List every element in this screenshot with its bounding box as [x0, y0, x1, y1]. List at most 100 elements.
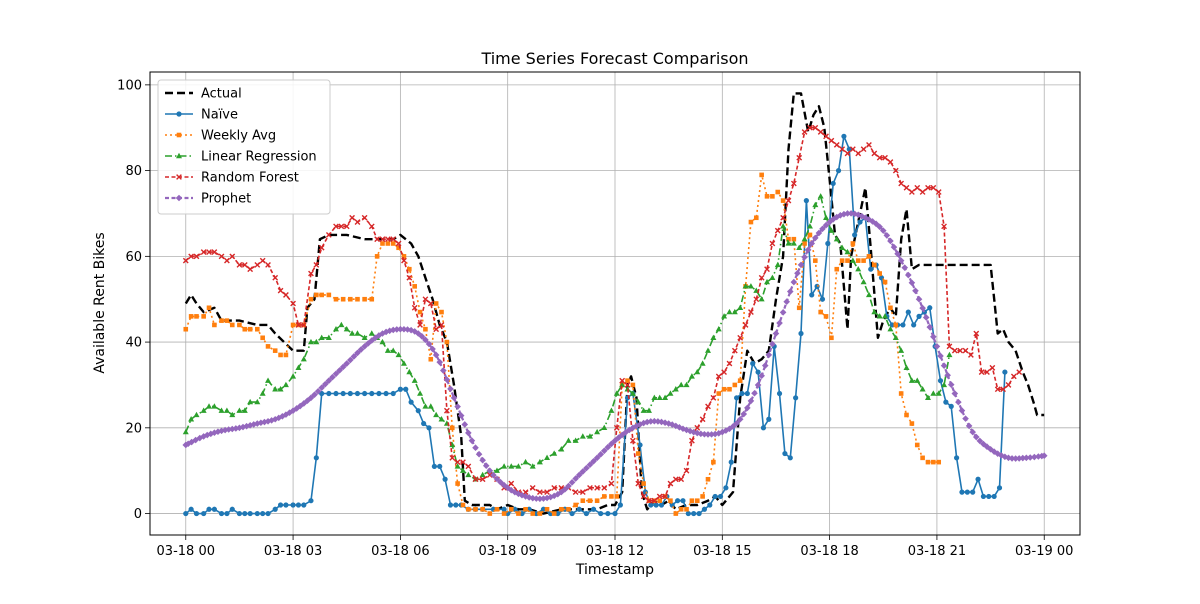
data-point-prophet [486, 467, 494, 474]
data-point-linear-regression [914, 377, 921, 383]
data-point-na-ve [734, 395, 740, 401]
data-point-prophet [575, 471, 583, 479]
data-point-random-forest [908, 189, 915, 195]
data-point-prophet [869, 218, 876, 225]
data-point-linear-regression [579, 433, 586, 439]
data-point-na-ve [766, 416, 772, 422]
legend-marker [176, 111, 182, 117]
data-point-weekly-avg [668, 498, 673, 504]
data-point-prophet [490, 471, 497, 479]
data-point-random-forest [898, 180, 905, 187]
data-point-weekly-avg [559, 506, 564, 512]
data-point-na-ve [383, 390, 389, 397]
data-point-prophet [747, 397, 755, 405]
data-point-na-ve [776, 390, 783, 397]
data-point-linear-regression [254, 398, 261, 405]
data-point-weekly-avg [630, 382, 636, 388]
data-point-weekly-avg [580, 498, 586, 504]
data-point-na-ve [959, 489, 965, 495]
data-point-linear-regression [277, 386, 284, 392]
data-point-random-forest [272, 274, 279, 281]
data-point-na-ve [991, 493, 997, 500]
data-point-weekly-avg [444, 339, 450, 345]
data-point-prophet [465, 429, 472, 437]
data-point-prophet [296, 402, 304, 410]
data-point-random-forest [866, 141, 872, 148]
data-point-na-ve [857, 219, 863, 225]
data-point-random-forest [978, 369, 985, 375]
data-point-prophet [314, 387, 322, 395]
data-point-linear-regression [241, 407, 248, 413]
data-point-linear-regression [672, 386, 679, 392]
data-point-prophet [468, 437, 476, 444]
data-point-weekly-avg [229, 322, 235, 328]
data-point-na-ve [712, 493, 718, 500]
data-point-linear-regression [343, 326, 350, 332]
data-point-random-forest [325, 232, 332, 238]
data-point-random-forest [919, 189, 926, 195]
data-point-prophet [368, 337, 376, 344]
data-point-na-ve [825, 240, 831, 247]
data-point-random-forest [887, 159, 894, 165]
data-point-linear-regression [229, 411, 236, 418]
data-point-prophet [225, 426, 232, 433]
data-point-weekly-avg [455, 481, 460, 486]
data-point-prophet [751, 389, 758, 397]
data-point-na-ve [242, 510, 248, 517]
data-point-linear-regression [721, 313, 728, 319]
data-point-linear-regression [449, 441, 456, 448]
data-point-weekly-avg [775, 189, 781, 195]
data-point-na-ve [254, 510, 260, 517]
data-point-weekly-avg [609, 494, 614, 499]
data-point-prophet [604, 443, 612, 451]
data-point-weekly-avg [872, 262, 877, 268]
data-point-weekly-avg [898, 391, 904, 396]
y-tick-label: 20 [125, 421, 142, 436]
data-point-linear-regression [218, 407, 225, 413]
data-point-prophet [937, 352, 944, 360]
data-point-random-forest [313, 262, 320, 268]
data-point-prophet [375, 332, 383, 339]
data-point-prophet [701, 430, 708, 438]
data-point-random-forest [259, 257, 266, 264]
data-point-prophet [786, 288, 794, 295]
data-point-random-forest [758, 274, 765, 281]
data-point-weekly-avg [920, 455, 925, 461]
data-point-random-forest [726, 360, 733, 367]
data-point-linear-regression [662, 394, 669, 401]
data-point-prophet [321, 380, 329, 388]
data-point-weekly-avg [212, 322, 217, 328]
data-point-random-forest [839, 146, 846, 153]
data-point-random-forest [465, 463, 472, 470]
data-point-prophet [232, 425, 240, 432]
data-point-random-forest [300, 322, 307, 328]
data-point-linear-regression [182, 428, 189, 435]
data-point-random-forest [629, 437, 636, 444]
data-point-weekly-avg [319, 292, 324, 298]
data-point-random-forest [229, 253, 236, 260]
data-point-na-ve [247, 510, 253, 517]
data-point-prophet [890, 243, 898, 251]
data-point-weekly-avg [678, 506, 684, 512]
data-point-linear-regression [892, 334, 899, 340]
data-point-random-forest [828, 137, 835, 144]
data-point-random-forest [608, 480, 615, 487]
x-tick-label: 03-18 18 [800, 544, 858, 559]
data-point-prophet [905, 271, 912, 279]
data-point-linear-regression [493, 467, 500, 473]
data-point-linear-regression [705, 347, 711, 353]
data-point-na-ve [347, 390, 353, 397]
data-point-weekly-avg [473, 506, 478, 512]
data-point-random-forest [667, 480, 674, 487]
data-point-linear-regression [865, 291, 872, 298]
data-point-prophet [558, 488, 565, 496]
data-point-random-forest [748, 309, 754, 315]
data-point-random-forest [951, 347, 958, 354]
data-point-weekly-avg [219, 318, 224, 323]
data-point-linear-regression [325, 334, 332, 340]
data-point-prophet [822, 221, 830, 229]
data-point-random-forest [1016, 369, 1023, 375]
data-point-na-ve [691, 510, 697, 517]
data-point-weekly-avg [278, 352, 283, 358]
data-point-na-ve [376, 390, 382, 397]
